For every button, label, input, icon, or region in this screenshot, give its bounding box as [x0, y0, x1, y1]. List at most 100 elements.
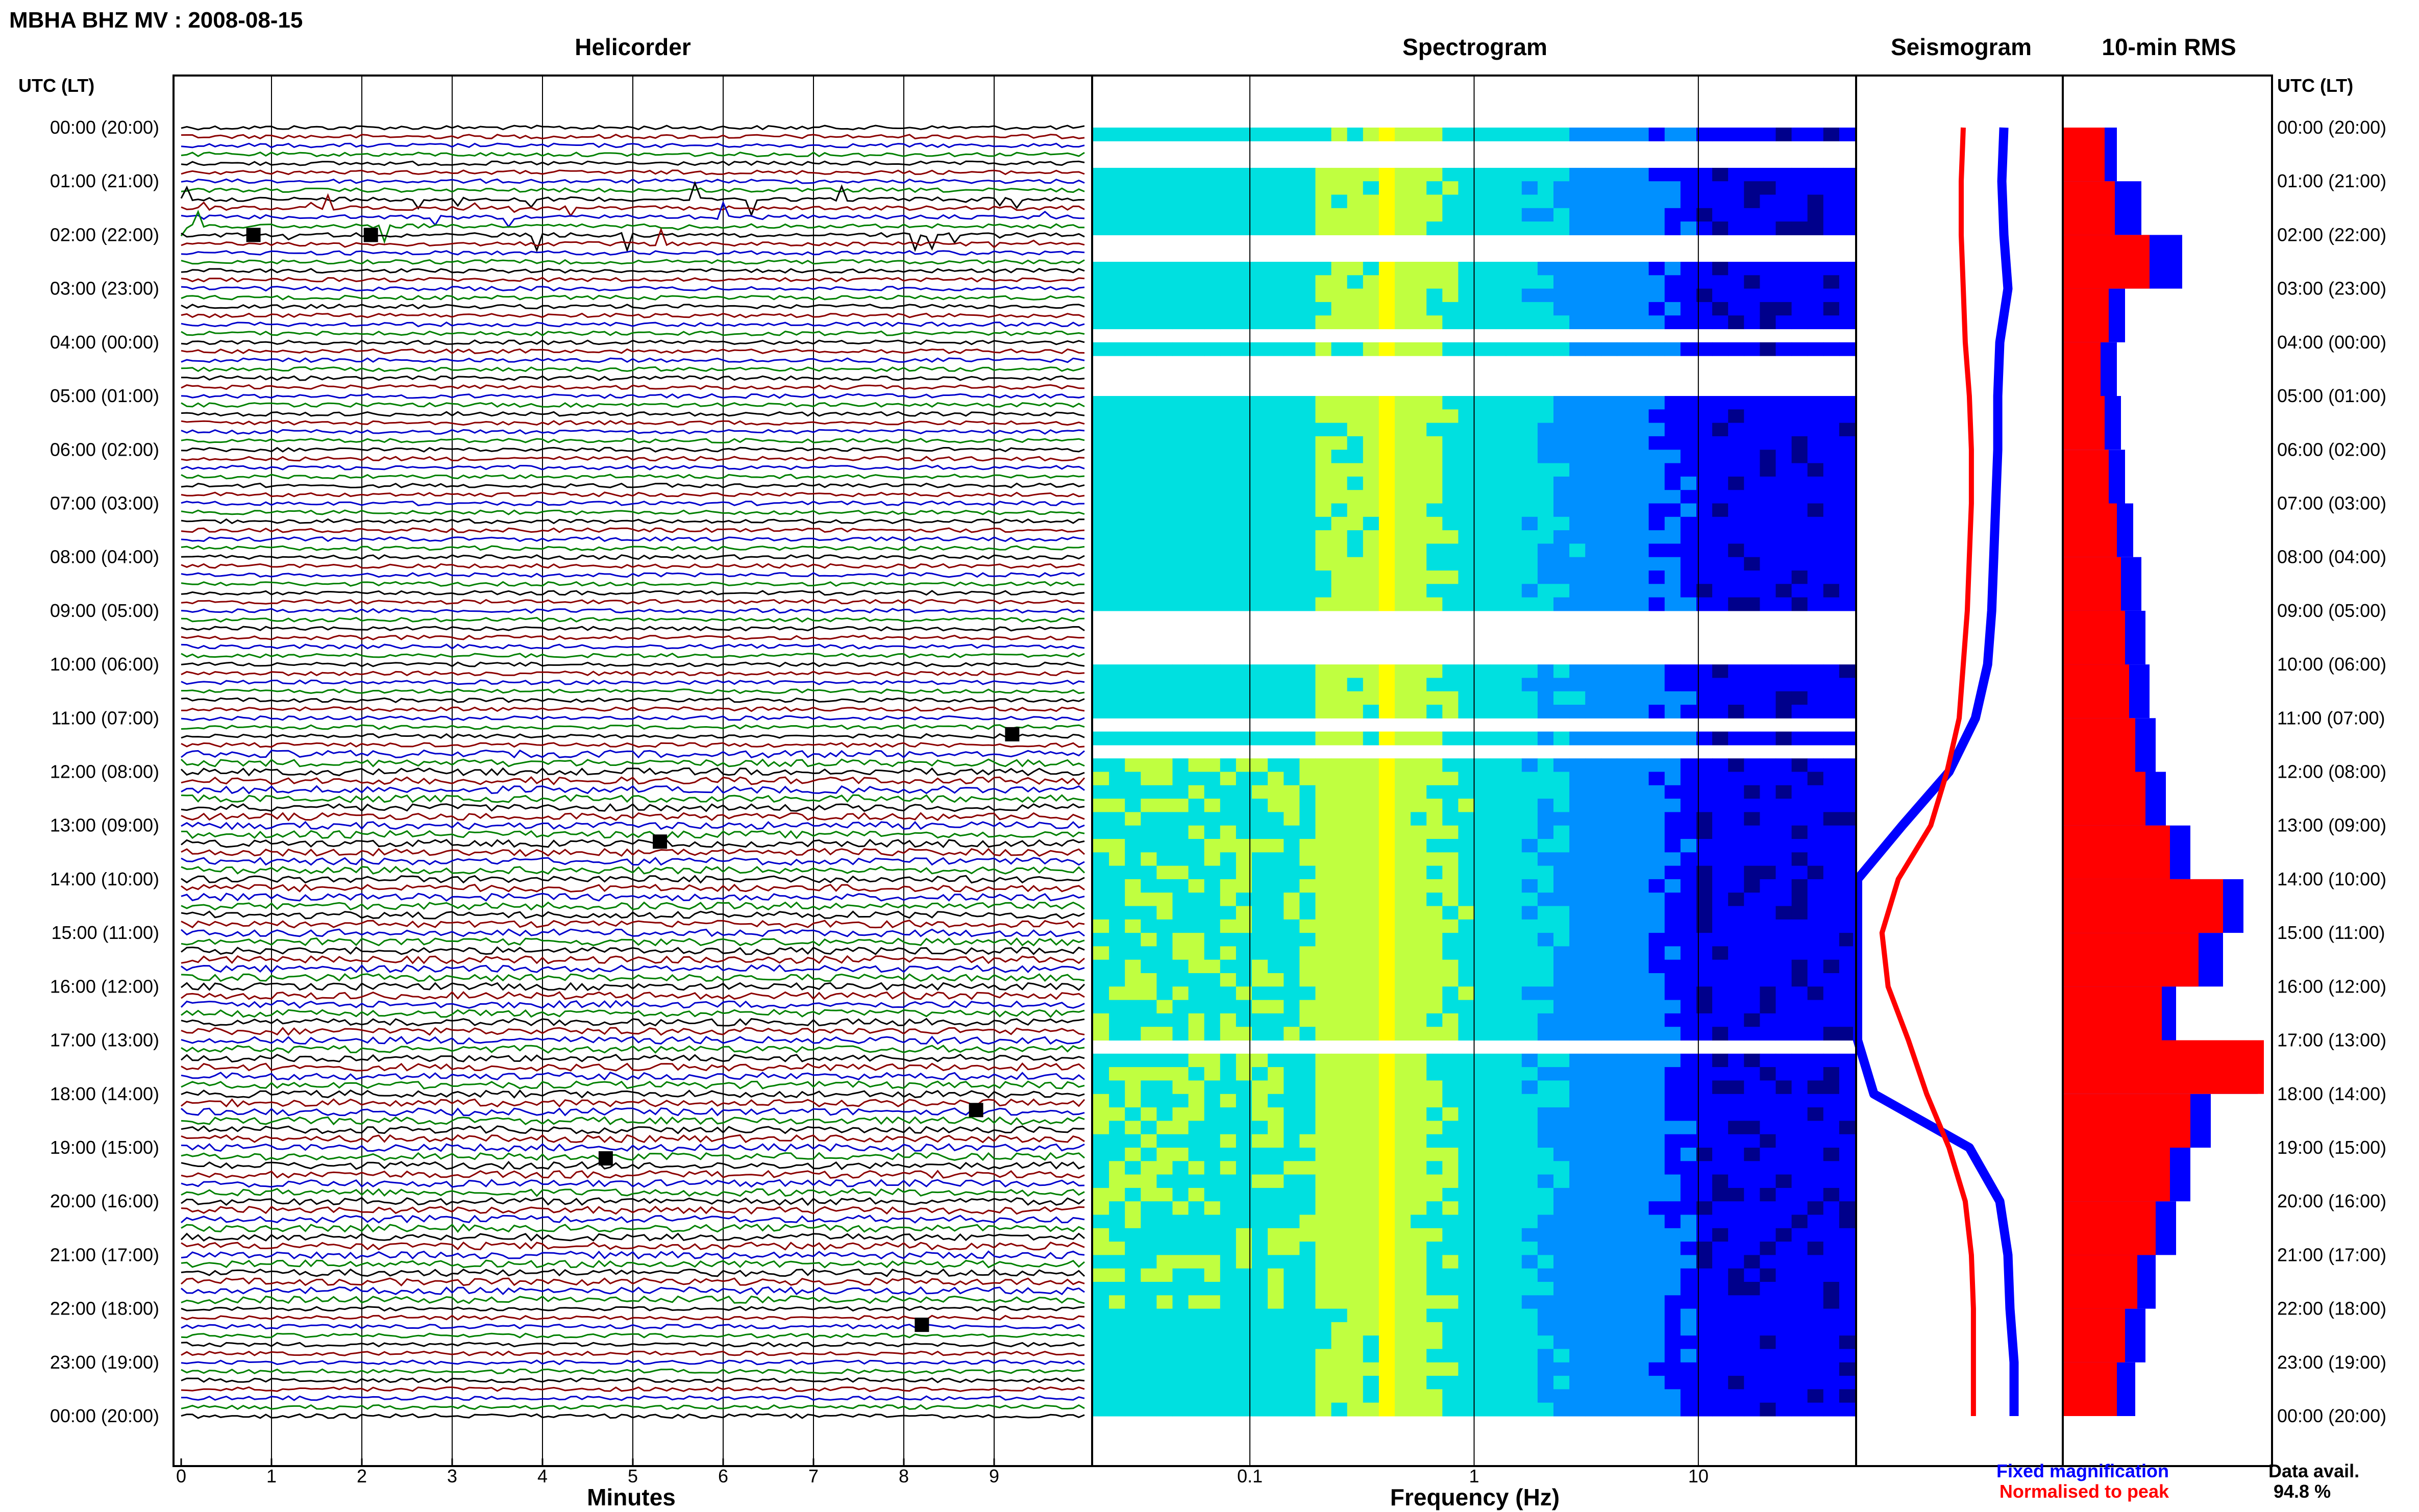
spectrogram-cell — [1760, 516, 1776, 531]
spectrogram-cell — [1315, 275, 1332, 289]
spectrogram-cell — [1569, 490, 1586, 504]
spectrogram-cell — [1220, 1389, 1237, 1403]
spectrogram-cell — [1156, 221, 1173, 235]
spectrogram-cell — [1633, 1255, 1649, 1269]
spectrogram-cell — [1299, 342, 1316, 356]
spectrogram-cell — [1807, 973, 1824, 987]
spectrogram-cell — [1363, 758, 1379, 773]
spectrogram-cell — [1712, 181, 1729, 195]
helicorder-trace — [181, 160, 1085, 166]
spectrogram-cell — [1585, 476, 1601, 490]
spectrogram-cell — [1125, 1228, 1141, 1242]
spectrogram-cell — [1728, 1161, 1744, 1175]
spectrogram-cell — [1141, 1000, 1157, 1014]
spectrogram-cell — [1411, 1349, 1427, 1363]
spectrogram-cell — [1633, 167, 1649, 182]
spectrogram-cell — [1696, 503, 1713, 517]
spectrogram-cell — [1141, 1268, 1157, 1282]
spectrogram-cell — [1442, 1187, 1459, 1202]
spectrogram-cell — [1585, 516, 1601, 531]
spectrogram-cell — [1839, 1174, 1856, 1188]
spectrogram-cell — [1712, 1121, 1729, 1135]
spectrogram-cell — [1521, 490, 1538, 504]
spectrogram-cell — [1109, 959, 1125, 974]
spectrogram-cell — [1505, 1376, 1522, 1390]
spectrogram-cell — [1712, 1187, 1729, 1202]
spectrogram-cell — [1553, 825, 1570, 839]
spectrogram-cell — [1172, 812, 1189, 826]
spectrogram-cell — [1760, 571, 1776, 584]
spectrogram-cell — [1807, 691, 1824, 705]
spectrogram-cell — [1426, 1268, 1443, 1282]
spectrogram-cell — [1490, 1067, 1507, 1081]
spectrogram-cell — [1569, 731, 1586, 746]
spectrogram-cell — [1505, 1174, 1522, 1188]
spectrogram-cell — [1505, 893, 1522, 907]
spectrogram-cell — [1426, 785, 1443, 799]
spectrogram-cell — [1585, 1362, 1601, 1376]
spectrogram-cell — [1283, 302, 1300, 316]
rms-normalised-bar — [2064, 879, 2223, 933]
spectrogram-cell — [1728, 1134, 1744, 1148]
spectrogram-cell — [1633, 986, 1649, 1001]
spectrogram-cell — [1299, 530, 1316, 544]
spectrogram-cell — [1458, 516, 1475, 531]
spectrogram-cell — [1204, 1067, 1221, 1081]
spectrogram-cell — [1537, 1308, 1554, 1323]
spectrogram-cell — [1553, 221, 1570, 235]
spectrogram-cell — [1728, 852, 1744, 866]
spectrogram-cell — [1728, 1282, 1744, 1296]
spectrogram-cell — [1156, 973, 1173, 987]
spectrogram-cell — [1474, 1242, 1491, 1255]
spectrogram-cell — [1760, 1308, 1776, 1323]
spectrogram-cell — [1172, 208, 1189, 222]
spectrogram-cell — [1585, 1067, 1601, 1081]
spectrogram-cell — [1537, 1322, 1554, 1336]
spectrogram-cell — [1696, 839, 1713, 853]
spectrogram-cell — [1664, 450, 1681, 464]
spectrogram-cell — [1395, 181, 1411, 195]
spectrogram-cell — [1458, 772, 1475, 786]
spectrogram-cell — [1331, 812, 1348, 826]
time-label-right: 15:00 (11:00) — [2277, 922, 2385, 943]
spectrogram-cell — [1696, 221, 1713, 235]
spectrogram-cell — [1411, 1027, 1427, 1041]
spectrogram-cell — [1474, 1214, 1491, 1229]
spectrogram-cell — [1299, 503, 1316, 517]
spectrogram-cell — [1363, 772, 1379, 786]
spectrogram-cell — [1109, 1148, 1125, 1161]
spectrogram-cell — [1268, 852, 1284, 866]
spectrogram-cell — [1220, 530, 1237, 544]
spectrogram-cell — [1299, 516, 1316, 531]
spectrogram-cell — [1521, 1322, 1538, 1336]
spectrogram-cell — [1426, 571, 1443, 584]
spectrogram-cell — [1125, 167, 1141, 182]
spectrogram-cell — [1299, 208, 1316, 222]
spectrogram-cell — [1712, 315, 1729, 330]
spectrogram-cell — [1728, 436, 1744, 450]
spectrogram-cell — [1458, 678, 1475, 692]
spectrogram-cell — [1426, 705, 1443, 718]
spectrogram-cell — [1331, 1322, 1348, 1336]
spectrogram-cell — [1807, 1080, 1824, 1095]
spectrogram-cell — [1188, 503, 1205, 517]
spectrogram-cell — [1585, 167, 1601, 182]
spectrogram-cell — [1156, 933, 1173, 947]
spectrogram-cell — [1426, 1349, 1443, 1363]
spectrogram-cell — [1505, 516, 1522, 531]
spectrogram-cell — [1680, 1308, 1697, 1323]
spectrogram-cell — [1791, 1268, 1808, 1282]
spectrogram-cell — [1744, 194, 1760, 209]
spectrogram-cell — [1378, 933, 1395, 947]
spectrogram-cell — [1252, 597, 1268, 611]
spectrogram-cell — [1744, 423, 1760, 437]
spectrogram-cell — [1093, 1201, 1109, 1216]
spectrogram-cell — [1664, 893, 1681, 907]
spectrogram-cell — [1775, 1201, 1792, 1216]
spectrogram-cell — [1141, 1335, 1157, 1350]
spectrogram-cell — [1601, 221, 1617, 235]
helicorder-trace — [181, 1125, 1085, 1134]
spectrogram-cell — [1347, 1295, 1364, 1309]
spectrogram-cell — [1331, 1295, 1348, 1309]
spectrogram-cell — [1283, 1295, 1300, 1309]
